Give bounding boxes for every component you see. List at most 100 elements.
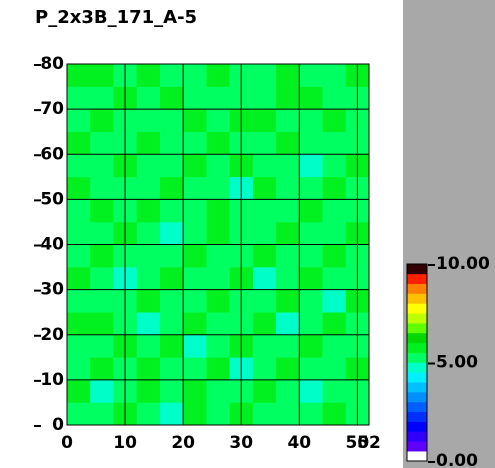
heatmap-cell xyxy=(159,86,184,110)
heatmap-cell xyxy=(67,154,91,178)
x-tick-label: 10 xyxy=(113,433,137,453)
heatmap-cell xyxy=(159,176,184,200)
heatmap-cell xyxy=(206,244,230,268)
heatmap-cell xyxy=(276,64,300,87)
heatmap-cell xyxy=(322,154,347,178)
heatmap-cell xyxy=(206,312,230,336)
heatmap-cell xyxy=(299,221,323,245)
heatmap-cell xyxy=(322,86,347,110)
colorbar-band xyxy=(407,451,427,462)
colorbar-band xyxy=(407,411,427,422)
heatmap-cell xyxy=(322,334,347,358)
heatmap-cell xyxy=(252,379,277,403)
heatmap-cell xyxy=(206,334,230,358)
heatmap-cell xyxy=(136,221,161,245)
heatmap-cell xyxy=(276,176,300,200)
y-tick-label: 70 xyxy=(40,99,64,119)
heatmap-cell xyxy=(299,289,323,313)
heatmap-cell xyxy=(90,86,114,110)
heatmap-cell xyxy=(206,357,230,381)
heatmap-cell xyxy=(136,357,161,381)
colorbar-band xyxy=(407,441,427,452)
heatmap-cell xyxy=(67,312,91,336)
colorbar-band xyxy=(407,303,427,314)
chart-title: P_2x3B_171_A-5 xyxy=(35,7,197,28)
heatmap-cell xyxy=(322,379,347,403)
heatmap-cell xyxy=(183,86,207,110)
heatmap-cell xyxy=(183,334,207,358)
heatmap-cell xyxy=(276,109,300,132)
heatmap-cell xyxy=(159,109,184,132)
heatmap-cell xyxy=(206,199,230,223)
heatmap-cell xyxy=(322,357,347,381)
heatmap-cell xyxy=(136,244,161,268)
colorbar-tick-label: 0.00 xyxy=(436,451,478,468)
heatmap-cell xyxy=(67,131,91,155)
heatmap-cell xyxy=(183,221,207,245)
y-tick-label: 20 xyxy=(40,325,64,345)
heatmap-cell xyxy=(252,402,277,426)
heatmap-cell xyxy=(136,199,161,223)
x-tick-label: 30 xyxy=(229,433,253,453)
heatmap-cell xyxy=(183,199,207,223)
heatmap-cell xyxy=(183,402,207,426)
heatmap-cell xyxy=(136,64,161,87)
heatmap-cell xyxy=(252,86,277,110)
heatmap-cell xyxy=(67,289,91,313)
heatmap-cell xyxy=(136,289,161,313)
heatmap-cell xyxy=(252,289,277,313)
heatmap-cell xyxy=(136,176,161,200)
heatmap-cell xyxy=(276,357,300,381)
heatmap-cell xyxy=(206,154,230,178)
heatmap-cell xyxy=(159,334,184,358)
heatmap-cell xyxy=(90,221,114,245)
colorbar-band xyxy=(407,313,427,324)
colorbar-band xyxy=(407,283,427,294)
heatmap-cell xyxy=(90,357,114,381)
heatmap-cell xyxy=(276,379,300,403)
heatmap-cell xyxy=(67,86,91,110)
heatmap-cell xyxy=(206,64,230,87)
heatmap-cell xyxy=(67,221,91,245)
heatmap-cell xyxy=(183,154,207,178)
heatmap-cell xyxy=(276,86,300,110)
heatmap-cell xyxy=(299,379,323,403)
heatmap-cell xyxy=(322,402,347,426)
heatmap-cell xyxy=(159,199,184,223)
heatmap-cell xyxy=(159,131,184,155)
heatmap-cell xyxy=(136,86,161,110)
heatmap-cell xyxy=(206,289,230,313)
heatmap-cell xyxy=(276,244,300,268)
heatmap-cell xyxy=(136,109,161,132)
heatmap-cell xyxy=(183,244,207,268)
heatmap-cell xyxy=(276,312,300,336)
heatmap-cell xyxy=(276,131,300,155)
y-tick-label: 0 xyxy=(52,415,64,435)
heatmap-cell xyxy=(159,244,184,268)
heatmap-cell xyxy=(159,289,184,313)
colorbar-band xyxy=(407,401,427,413)
heatmap-cell xyxy=(299,402,323,426)
heatmap-cell xyxy=(252,357,277,381)
heatmap-cell xyxy=(183,379,207,403)
heatmap-cell xyxy=(252,154,277,178)
heatmap-cell xyxy=(322,199,347,223)
heatmap-cell xyxy=(67,109,91,132)
heatmap-cell xyxy=(67,64,91,87)
heatmap-cell xyxy=(183,131,207,155)
heatmap-cell xyxy=(206,109,230,132)
heatmap-cell xyxy=(67,176,91,200)
heatmap-cell xyxy=(136,334,161,358)
heatmap-cell xyxy=(276,199,300,223)
plot-frame xyxy=(66,63,370,426)
heatmap-cell xyxy=(322,221,347,245)
colorbar-band xyxy=(407,352,427,363)
heatmap-cell xyxy=(252,64,277,87)
heatmap-cell xyxy=(90,267,114,290)
heatmap-cell xyxy=(67,199,91,223)
heatmap-cell xyxy=(90,131,114,155)
heatmap-cell xyxy=(159,402,184,426)
colorbar-band xyxy=(407,392,427,403)
y-tick-label: 80 xyxy=(40,54,64,74)
heatmap-cell xyxy=(67,267,91,290)
